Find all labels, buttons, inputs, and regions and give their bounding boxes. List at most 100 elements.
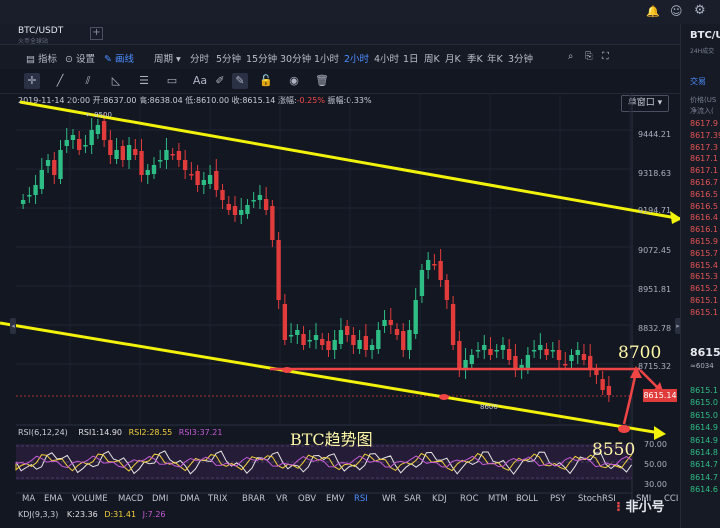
indicator-button[interactable]: ▤ 指标 [26,54,58,65]
candle-body [126,145,132,160]
indicator-stochrsi[interactable]: StochRSI [578,494,616,504]
timeframe-10[interactable]: 季K [467,54,483,65]
candle-body [556,350,562,360]
collapse-right-handle[interactable]: ▸ [675,318,681,334]
timeframe-1[interactable]: 5分钟 [216,54,242,65]
indicator-rsi[interactable]: RSI [354,494,368,504]
candle-body [432,264,437,266]
candle-body [394,329,400,335]
indicator-dma[interactable]: DMA [180,494,200,504]
timeframe-3[interactable]: 30分钟 [280,54,312,65]
settings-button[interactable]: ⊙ 设置 [65,54,95,65]
price-tick: 9194.71 [638,206,672,215]
kdj-label: KDJ(9,3,3) [18,510,59,519]
timeframe-6[interactable]: 4小时 [374,54,400,65]
search-icon[interactable]: ⌕ [568,51,574,62]
add-tab-button[interactable]: + [90,27,103,40]
timeframe-11[interactable]: 年K [487,54,503,65]
indicator-kdj[interactable]: KDJ [432,494,447,504]
timeframe-4[interactable]: 1小时 [314,54,340,65]
lock-icon[interactable]: 🔓 [259,74,273,87]
bell-icon[interactable]: 🔔 [646,5,660,18]
indicator-roc[interactable]: ROC [460,494,479,504]
trash-icon[interactable]: 🗑 [315,74,329,87]
candle-body [388,320,393,325]
indicator-boll[interactable]: BOLL [516,494,538,504]
candle-body [513,356,518,370]
text-tool-icon[interactable]: Aa [192,74,208,87]
candle-body [139,151,144,175]
rsi-label: RSI(6,12,24) [18,428,68,437]
main-toolbar: ▤ 指标 ⊙ 设置 ✎ 画线 周期 ▾ 分时 5分钟 15分钟 30分钟 1小时 2小时 4… [0,45,680,112]
crosshair-icon[interactable]: ✛ [24,73,40,89]
timeframe-5[interactable]: 2小时 [344,54,370,65]
screenshot-icon[interactable]: ⎘ [585,51,593,62]
drawline-button[interactable]: ✎ 画线 [104,54,134,65]
candle-body [344,326,350,335]
smiley-icon[interactable]: ☺ [670,4,683,18]
timeframe-12[interactable]: 3分钟 [508,54,534,65]
ask-price: 8616.7 [690,178,718,187]
window-mode-select[interactable]: 单窗口 ▾ [621,95,669,112]
indicator-brar[interactable]: BRAR [242,494,266,504]
collapse-left-handle[interactable]: ◂ [10,318,16,334]
kdj-d-value: D:31.41 [104,510,137,519]
ask-price: 8615.7 [690,248,718,258]
rectangle-tool-icon[interactable]: ▭ [166,74,178,87]
eye-icon[interactable]: ◉ [289,74,299,87]
indicator-mtm[interactable]: MTM [488,494,508,504]
price-tick: 9444.21 [638,130,672,139]
indicator-cci[interactable]: CCI [664,494,679,504]
period-dropdown[interactable]: 周期 ▾ [154,54,181,65]
brush-icon[interactable]: ✐ [215,74,225,87]
sidebar-tab-trade[interactable]: 交易 [690,77,706,86]
candle-body [482,345,487,350]
timeframe-9[interactable]: 月K [445,54,461,65]
candle-body [351,335,356,345]
ask-price: 8615.1 [690,307,718,317]
fib-icon[interactable]: ☰ [139,74,149,87]
annotation-overlay [0,100,683,440]
indicator-volume[interactable]: VOLUME [72,494,108,504]
price-tick: 8832.78 [638,324,672,333]
settings-icon[interactable]: ⚙ [694,3,706,18]
candle-body [226,204,231,210]
indicator-vr[interactable]: VR [276,494,288,504]
indicator-wr[interactable]: WR [382,494,397,504]
watermark-logo: ⁝ 非小号 [616,500,665,515]
indicator-macd[interactable]: MACD [118,494,144,504]
candle-body [77,139,82,150]
candle-body [114,150,119,159]
indicator-obv[interactable]: OBV [298,494,317,504]
fullscreen-icon[interactable]: ⛶ [602,51,609,62]
pen-icon[interactable]: ✎ [232,73,248,89]
candle-body [245,205,250,214]
indicator-ema[interactable]: EMA [44,494,63,504]
ask-price: 8615.2 [690,284,718,294]
tab-btc-usdt[interactable]: BTC/USDT 火币全球站 [14,24,84,45]
rsi3-line [15,455,632,469]
indicator-sar[interactable]: SAR [404,494,422,504]
timeframe-2[interactable]: 15分钟 [246,54,278,65]
triangle-tool-icon[interactable]: ◺ [111,74,121,87]
timeframe-7[interactable]: 1日 [403,54,419,65]
timeframe-8[interactable]: 周K [424,54,440,65]
sidebar-price-col: 价格(US [690,96,717,104]
candle-body [201,180,207,185]
candle-body [120,146,126,160]
candle-body [207,175,213,184]
indicator-dmi[interactable]: DMI [152,494,169,504]
candle-body [101,121,107,140]
upper-trendline [19,100,683,221]
lower-trendline [0,321,661,435]
timeframe-0[interactable]: 分时 [190,54,210,65]
indicator-smi[interactable]: SMI [636,494,652,504]
indicator-psy[interactable]: PSY [550,494,566,504]
trendline-icon[interactable]: ╱ [56,74,64,87]
candle-body [158,160,163,162]
indicator-emv[interactable]: EMV [326,494,345,504]
indicator-trix[interactable]: TRIX [208,494,228,504]
parallel-lines-icon[interactable]: ⫽ [85,74,91,87]
indicator-ma[interactable]: MA [22,494,36,504]
